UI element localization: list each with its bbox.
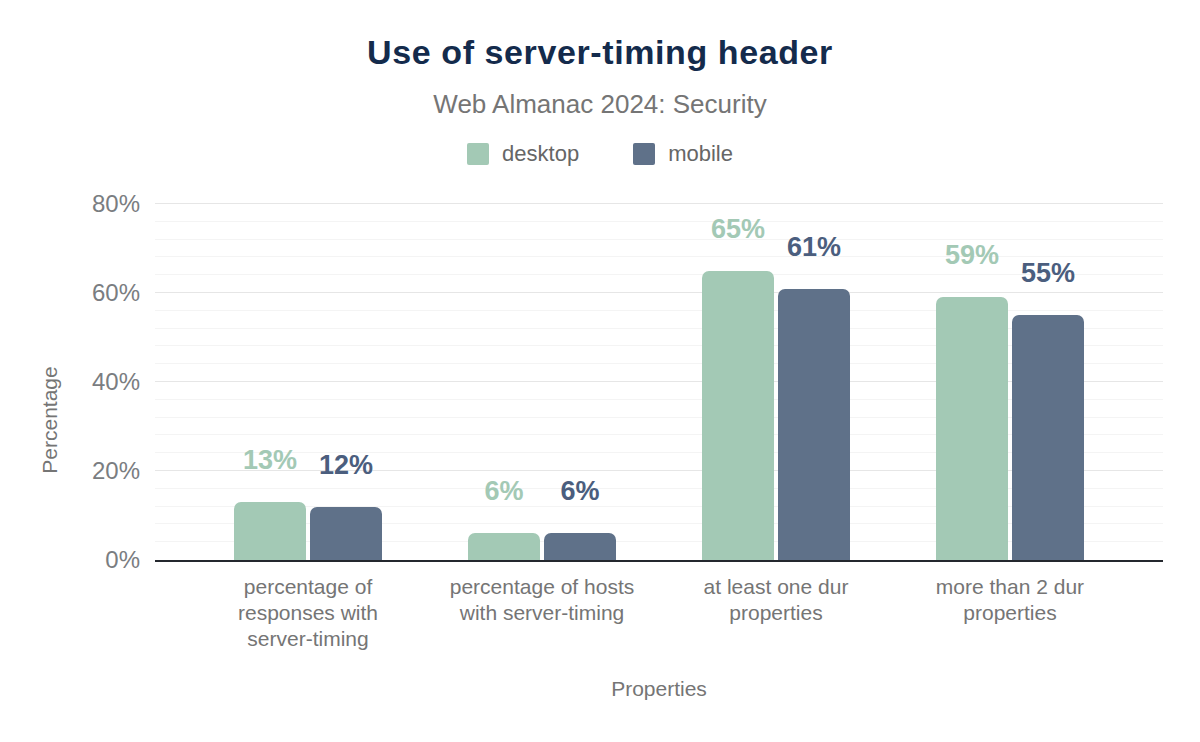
bar-value-label-mobile: 55% xyxy=(1021,258,1075,289)
bar-desktop[interactable] xyxy=(936,297,1008,560)
y-tick-label: 40% xyxy=(0,370,140,394)
bar-group: 6% 6% xyxy=(425,204,659,560)
bar-groups: 13% 12% 6% 6% 65% 61% 59% 55% xyxy=(155,204,1163,560)
legend-item-desktop: desktop xyxy=(467,141,579,167)
bar-value-label-desktop: 13% xyxy=(243,445,297,476)
x-axis-line xyxy=(155,560,1163,562)
legend-item-mobile: mobile xyxy=(633,141,733,167)
bar-value-label-desktop: 59% xyxy=(945,240,999,271)
chart-title: Use of server-timing header xyxy=(0,33,1200,72)
legend-swatch-desktop xyxy=(467,143,489,165)
x-tick-label-line: responses with xyxy=(191,600,425,626)
bar-mobile[interactable] xyxy=(544,533,616,560)
legend-swatch-mobile xyxy=(633,143,655,165)
x-tick-label-line: properties xyxy=(893,600,1127,626)
legend-label-mobile: mobile xyxy=(668,141,733,167)
x-tick-label-line: at least one dur xyxy=(659,574,893,600)
y-tick-label: 60% xyxy=(0,281,140,305)
bar-value-label-mobile: 61% xyxy=(787,232,841,263)
x-tick-label-line: properties xyxy=(659,600,893,626)
x-axis-ticks: percentage ofresponses withserver-timing… xyxy=(155,574,1163,652)
y-tick-label: 20% xyxy=(0,459,140,483)
bar-mobile[interactable] xyxy=(1012,315,1084,560)
x-tick-label-line: server-timing xyxy=(191,626,425,652)
bar-value-label-mobile: 6% xyxy=(560,476,599,507)
x-tick-label: more than 2 durproperties xyxy=(893,574,1127,652)
plot-area: 13% 12% 6% 6% 65% 61% 59% 55% xyxy=(155,204,1163,560)
y-tick-label: 0% xyxy=(0,548,140,572)
bar-mobile[interactable] xyxy=(778,289,850,560)
x-tick-label: percentage ofresponses withserver-timing xyxy=(191,574,425,652)
bar-desktop[interactable] xyxy=(468,533,540,560)
x-tick-label-line: percentage of xyxy=(191,574,425,600)
bar-group: 65% 61% xyxy=(659,204,893,560)
legend: desktop mobile xyxy=(0,141,1200,167)
bar-value-label-mobile: 12% xyxy=(319,450,373,481)
bar-desktop[interactable] xyxy=(234,502,306,560)
x-tick-label-line: more than 2 dur xyxy=(893,574,1127,600)
x-tick-label: at least one durproperties xyxy=(659,574,893,652)
bar-group: 13% 12% xyxy=(191,204,425,560)
bar-desktop[interactable] xyxy=(702,271,774,560)
y-tick-label: 80% xyxy=(0,192,140,216)
legend-label-desktop: desktop xyxy=(502,141,579,167)
bar-value-label-desktop: 6% xyxy=(484,476,523,507)
bar-group: 59% 55% xyxy=(893,204,1127,560)
chart-subtitle: Web Almanac 2024: Security xyxy=(0,89,1200,120)
x-tick-label-line: with server-timing xyxy=(425,600,659,626)
chart-canvas: Use of server-timing header Web Almanac … xyxy=(0,0,1200,742)
x-axis-title: Properties xyxy=(155,677,1163,701)
x-tick-label: percentage of hostswith server-timing xyxy=(425,574,659,652)
x-tick-label-line: percentage of hosts xyxy=(425,574,659,600)
bar-value-label-desktop: 65% xyxy=(711,214,765,245)
bar-mobile[interactable] xyxy=(310,507,382,560)
